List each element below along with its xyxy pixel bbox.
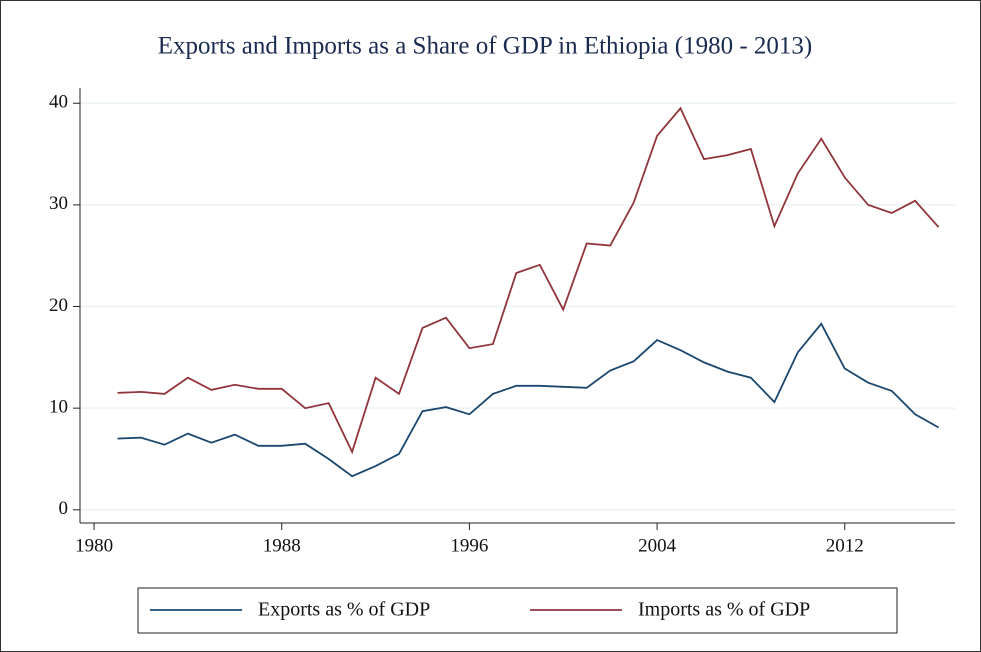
x-tick-label: 1980 bbox=[75, 535, 113, 556]
y-tick-label: 30 bbox=[49, 193, 68, 214]
legend-label: Imports as % of GDP bbox=[638, 599, 810, 621]
legend-label: Exports as % of GDP bbox=[258, 599, 430, 621]
series-line bbox=[117, 322, 940, 478]
legend-box bbox=[137, 587, 898, 634]
y-tick-label: 0 bbox=[59, 498, 69, 519]
y-tick-label: 20 bbox=[49, 295, 68, 316]
x-tick-label: 2012 bbox=[826, 535, 864, 556]
x-tick-label: 2004 bbox=[638, 535, 677, 556]
x-tick-label: 1988 bbox=[263, 535, 301, 556]
y-tick-label: 40 bbox=[49, 92, 68, 113]
y-tick-label: 10 bbox=[49, 397, 68, 418]
chart-title: Exports and Imports as a Share of GDP in… bbox=[158, 33, 813, 60]
x-tick-label: 1996 bbox=[450, 535, 488, 556]
series-line bbox=[117, 106, 940, 455]
